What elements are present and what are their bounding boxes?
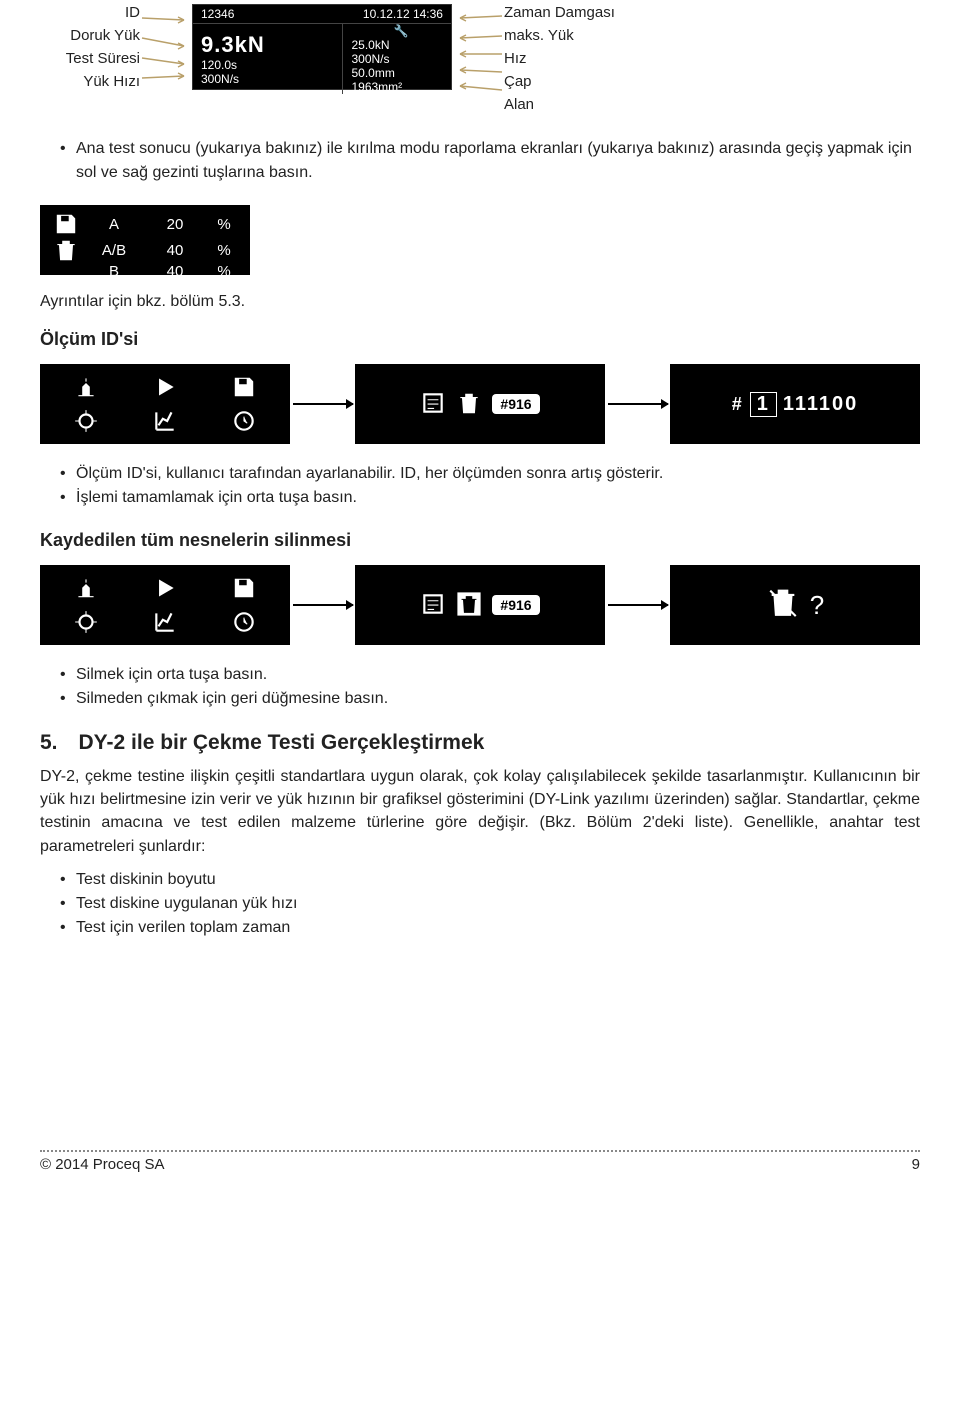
- page-footer: © 2014 Proceq SA 9: [40, 1150, 920, 1173]
- label-alan: Alan: [504, 96, 534, 113]
- lcd-timestamp: 10.12.12 14:36: [363, 7, 443, 21]
- delete-all-panels: #916 ?: [40, 565, 920, 645]
- panel-menu-icons: [40, 565, 290, 645]
- save-icon: [48, 211, 84, 237]
- arrow-connector: [293, 604, 353, 606]
- bullet-list-sil: Silmek için orta tuşa basın. Silmeden çı…: [60, 663, 920, 711]
- icon-machine: [48, 372, 123, 402]
- bullet-nav: Ana test sonucu (yukarıya bakınız) ile k…: [60, 137, 920, 185]
- arrow-connector: [293, 403, 353, 405]
- icon-machine: [48, 573, 123, 603]
- list-icon: [420, 390, 446, 419]
- label-b: B: [84, 263, 144, 280]
- id-rest: 111100: [783, 393, 858, 416]
- lcd-failure-mode: A 20 % A/B 40 % B 40 %: [40, 205, 250, 275]
- footer-page-number: 9: [912, 1156, 920, 1173]
- icon-target: [48, 406, 123, 436]
- left-arrows: [140, 4, 188, 86]
- heading-section-5: 5. DY-2 ile bir Çekme Testi Gerçekleştir…: [40, 731, 920, 755]
- heading-kayit-sil: Kaydedilen tüm nesnelerin silinmesi: [40, 530, 920, 551]
- val-b: 40: [144, 263, 206, 280]
- label-test-suresi: Test Süresi: [66, 50, 140, 67]
- play-icon: [127, 372, 202, 402]
- confirm-question: ?: [810, 590, 824, 621]
- icon-target: [48, 607, 123, 637]
- label-cap: Çap: [504, 73, 532, 90]
- label-doruk-yuk: Doruk Yük: [70, 27, 140, 44]
- bullet-olcum-1: Ölçüm ID'si, kullanıcı tarafından ayarla…: [60, 462, 920, 486]
- clock-icon: [207, 406, 282, 436]
- bullet-list-nav: Ana test sonucu (yukarıya bakınız) ile k…: [60, 137, 920, 185]
- result-screen-diagram: ID Doruk Yük Test Süresi Yük Hızı 12346 …: [40, 0, 920, 113]
- lcd-diameter: 50.0mm: [351, 66, 451, 80]
- olcum-id-panels: #916 # 1 111100: [40, 364, 920, 444]
- id-badge: #916: [492, 394, 539, 414]
- val-a: 20: [144, 211, 206, 237]
- bullet-s5-1: Test diskinin boyutu: [60, 868, 920, 892]
- clock-icon: [207, 607, 282, 637]
- chart-icon: [127, 406, 202, 436]
- lcd-area: 1963mm²: [351, 80, 451, 94]
- lcd-peak-load: 9.3kN: [201, 32, 342, 58]
- left-label-column: ID Doruk Yük Test Süresi Yük Hızı: [40, 4, 140, 90]
- save-icon: [207, 573, 282, 603]
- bullet-list-olcum: Ölçüm ID'si, kullanıcı tarafından ayarla…: [60, 462, 920, 510]
- right-arrows: [456, 4, 504, 102]
- unit-a: %: [206, 211, 242, 237]
- delete-icon: [48, 237, 84, 263]
- panel-delete-confirm: ?: [670, 565, 920, 645]
- play-icon: [127, 573, 202, 603]
- panel-id-badge: #916: [355, 364, 605, 444]
- lcd-duration: 120.0s: [201, 58, 342, 72]
- bullet-s5-2: Test diskine uygulanan yük hızı: [60, 892, 920, 916]
- trash-icon: [766, 585, 800, 626]
- id-first-digit: 1: [750, 392, 777, 417]
- label-yuk-hizi: Yük Hızı: [83, 73, 140, 90]
- trash-icon: [456, 390, 482, 419]
- lcd-result-screen: 12346 10.12.12 14:36 9.3kN 120.0s 300N/s…: [192, 4, 452, 90]
- arrow-connector: [608, 604, 668, 606]
- label-id: ID: [125, 4, 140, 21]
- bullet-sil-2: Silmeden çıkmak için geri düğmesine bası…: [60, 687, 920, 711]
- label-ab: A/B: [84, 237, 144, 263]
- label-a: A: [84, 211, 144, 237]
- unit-b: %: [206, 263, 242, 280]
- lcd-max-load: 25.0kN: [351, 38, 451, 52]
- panel-delete-badge: #916: [355, 565, 605, 645]
- save-icon: [207, 372, 282, 402]
- ref-paragraph: Ayrıntılar için bkz. bölüm 5.3.: [40, 293, 920, 311]
- bullet-olcum-2: İşlemi tamamlamak için orta tuşa basın.: [60, 486, 920, 510]
- id-hash: #: [732, 394, 744, 415]
- val-ab: 40: [144, 237, 206, 263]
- wrench-icon: 🔧: [351, 24, 451, 38]
- heading-olcum-id: Ölçüm ID'si: [40, 329, 920, 350]
- bullet-sil-1: Silmek için orta tuşa basın.: [60, 663, 920, 687]
- right-label-column: Zaman Damgası maks. Yük Hız Çap Alan: [504, 4, 634, 113]
- label-zaman: Zaman Damgası: [504, 4, 615, 21]
- trash-highlight-icon: [456, 591, 482, 620]
- id-badge: #916: [492, 595, 539, 615]
- footer-copyright: © 2014 Proceq SA: [40, 1156, 164, 1173]
- bullet-s5-3: Test için verilen toplam zaman: [60, 916, 920, 940]
- unit-ab: %: [206, 237, 242, 263]
- panel-id-editor: # 1 111100: [670, 364, 920, 444]
- list-icon: [420, 591, 446, 620]
- lcd-rate: 300N/s: [201, 72, 342, 86]
- bullet-list-section5: Test diskinin boyutu Test diskine uygula…: [60, 868, 920, 940]
- panel-menu-icons: [40, 364, 290, 444]
- label-hiz: Hız: [504, 50, 527, 67]
- arrow-connector: [608, 403, 668, 405]
- section-5-para: DY-2, çekme testine ilişkin çeşitli stan…: [40, 765, 920, 858]
- lcd-speed: 300N/s: [351, 52, 451, 66]
- label-maks-yuk: maks. Yük: [504, 27, 574, 44]
- lcd-id: 12346: [201, 7, 234, 21]
- chart-icon: [127, 607, 202, 637]
